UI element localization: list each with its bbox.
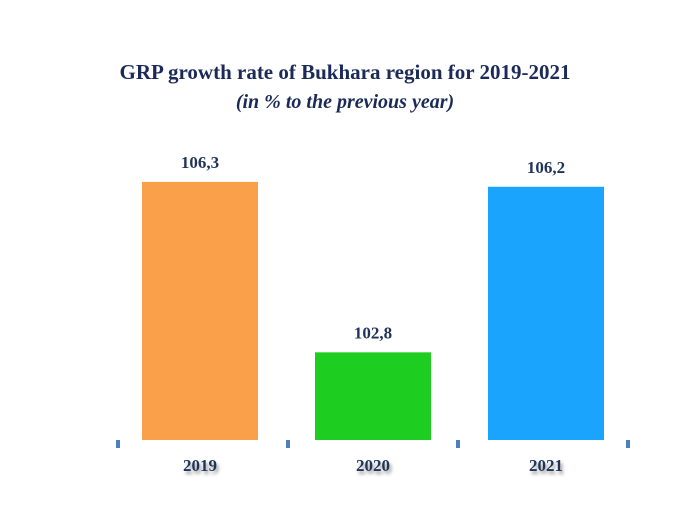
chart-subtitle: (in % to the previous year) xyxy=(235,91,455,113)
data-label: 102,8 xyxy=(354,323,392,342)
bar-2021 xyxy=(488,186,604,440)
chart-title: GRP growth rate of Bukhara region for 20… xyxy=(119,60,571,84)
bar-2020 xyxy=(315,352,431,440)
x-tick-label: 2021 xyxy=(529,456,563,475)
data-label: 106,3 xyxy=(181,153,219,172)
bar-2019 xyxy=(142,181,258,440)
x-tick-label: 2019 xyxy=(183,456,217,475)
data-label: 106,2 xyxy=(527,158,565,177)
x-tick-label: 2020 xyxy=(356,456,390,475)
